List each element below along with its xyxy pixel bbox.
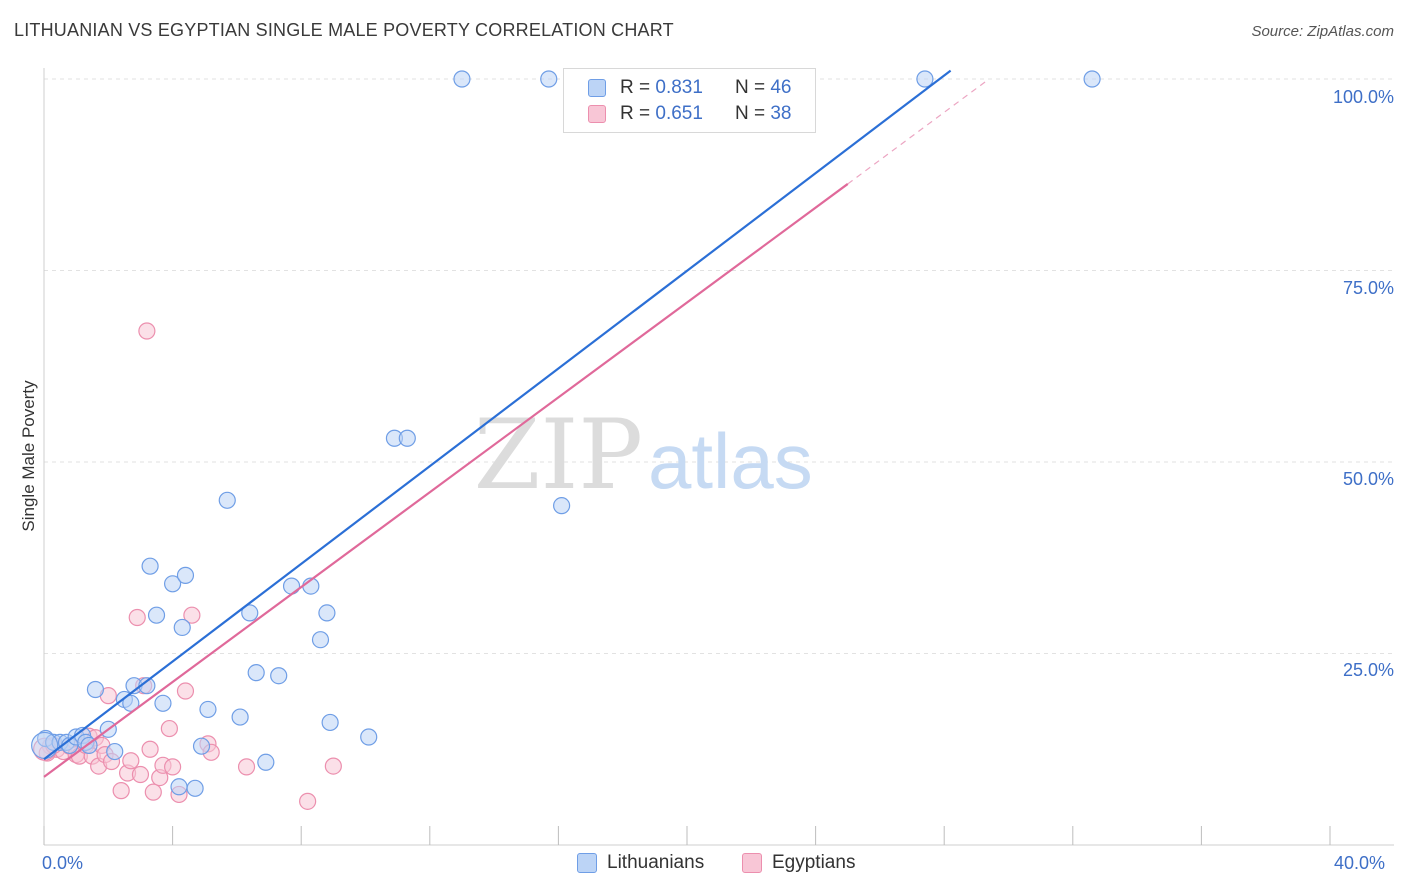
y-tick-label: 100.0% (1332, 87, 1394, 107)
data-point (553, 497, 571, 515)
lithuanian-swatch (588, 79, 606, 97)
gridlines (44, 78, 1394, 654)
data-point (218, 491, 236, 509)
data-point (321, 713, 339, 732)
data-point (138, 322, 156, 340)
data-point (170, 778, 188, 796)
data-point (154, 694, 172, 712)
x-tick-label-min: 0.0% (42, 853, 84, 873)
legend-n-value: 38 (770, 103, 792, 124)
data-point (176, 566, 195, 584)
egyptian-trend-extension (847, 80, 987, 185)
legend-r-value: 0.651 (655, 103, 703, 124)
legend-n-label: N = (734, 103, 766, 124)
source-label: Source: ZipAtlas.com (1251, 23, 1394, 40)
y-tick-label: 75.0% (1342, 278, 1394, 298)
egyptian-swatch (588, 105, 606, 123)
data-point (257, 753, 275, 771)
data-point (916, 70, 934, 88)
data-point (138, 677, 156, 695)
data-point (122, 752, 140, 770)
watermark-zip: ZIP (474, 399, 643, 511)
data-point (160, 719, 178, 738)
watermark-atlas: atlas (648, 417, 813, 505)
correlation-legend: R = 0.831 N = 46 R = 0.651 N = 38 (563, 68, 816, 133)
legend-row-egyptians: R = 0.651 N = 38 (588, 102, 791, 126)
lithuanian-trend-line (43, 69, 952, 761)
egyptian-swatch (742, 853, 762, 873)
data-point (318, 604, 336, 622)
data-point (86, 680, 105, 699)
data-point-cluster (31, 731, 59, 760)
data-point (1083, 70, 1101, 88)
data-point (247, 664, 265, 682)
data-point (122, 694, 140, 712)
data-point (237, 758, 256, 776)
data-point (360, 728, 378, 746)
trend-lines (43, 69, 987, 778)
data-point (192, 737, 211, 755)
legend-label-lithuanians: Lithuanians (607, 852, 705, 873)
data-point (147, 606, 166, 624)
legend-item-lithuanians[interactable]: Lithuanians (577, 852, 704, 874)
data-point (106, 742, 124, 761)
y-tick-label: 25.0% (1342, 660, 1394, 680)
data-point (270, 667, 288, 685)
data-point (128, 608, 146, 627)
lithuanian-swatch (577, 853, 597, 873)
data-point (164, 758, 182, 776)
data-point (131, 765, 150, 784)
data-point (144, 783, 162, 801)
egyptian-trend-line (43, 183, 849, 778)
data-point (141, 740, 159, 758)
data-point (241, 604, 259, 622)
legend-n-label: N = (734, 77, 766, 98)
data-point (183, 606, 201, 624)
data-point (231, 708, 249, 726)
data-point (299, 792, 317, 810)
chart-title: LITHUANIAN VS EGYPTIAN SINGLE MALE POVER… (14, 20, 674, 40)
data-point (176, 682, 195, 700)
data-point (540, 70, 558, 88)
data-point (173, 618, 191, 637)
data-point (164, 575, 182, 593)
data-point (282, 577, 301, 595)
legend-r-label: R = (620, 103, 651, 124)
data-point (453, 70, 471, 88)
legend-n-value: 46 (770, 77, 792, 98)
axes (43, 68, 1394, 846)
legend-r-value: 0.831 (655, 77, 703, 98)
legend-label-egyptians: Egyptians (772, 852, 856, 873)
data-point (324, 757, 342, 775)
data-point (141, 557, 159, 575)
data-point (186, 779, 204, 797)
legend-item-egyptians[interactable]: Egyptians (742, 852, 855, 874)
legend-row-lithuanians: R = 0.831 N = 46 (588, 76, 791, 100)
data-point (398, 429, 416, 447)
legend-r-label: R = (620, 77, 651, 98)
data-point (199, 700, 217, 719)
watermark: ZIP atlas (474, 399, 813, 511)
y-tick-label: 50.0% (1342, 469, 1394, 489)
x-tick-label-max: 40.0% (1334, 853, 1386, 873)
data-point (311, 631, 330, 649)
data-point (112, 782, 130, 800)
